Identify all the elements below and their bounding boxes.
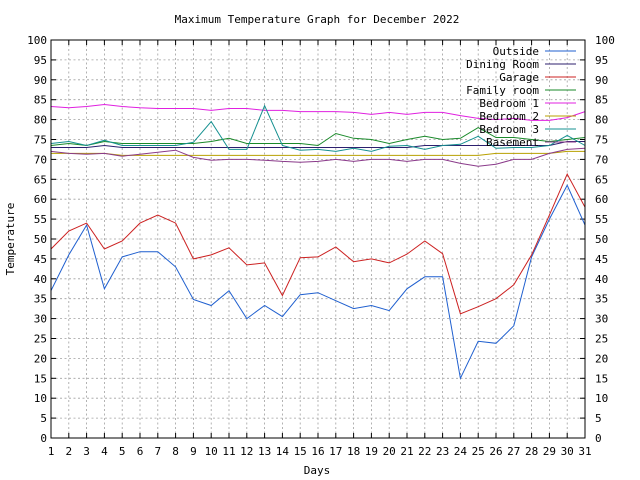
legend-label-basement: Basement xyxy=(486,136,539,149)
y-tick-label-right: 75 xyxy=(595,134,608,147)
y-tick-label-left: 65 xyxy=(34,173,47,186)
y-tick-label-left: 15 xyxy=(34,372,47,385)
y-tick-label-left: 30 xyxy=(34,313,47,326)
y-tick-label-right: 90 xyxy=(595,74,608,87)
y-tick-label-right: 35 xyxy=(595,293,608,306)
y-tick-label-right: 65 xyxy=(595,173,608,186)
series-line-garage xyxy=(50,172,586,315)
y-tick-label-right: 40 xyxy=(595,273,608,286)
x-tick-label: 7 xyxy=(154,445,161,458)
legend-label-bedroom-1: Bedroom 1 xyxy=(479,97,539,110)
y-tick-label-right: 55 xyxy=(595,213,608,226)
x-axis-label: Days xyxy=(304,464,331,477)
x-tick-label: 3 xyxy=(83,445,90,458)
x-tick-label: 9 xyxy=(190,445,197,458)
y-tick-label-left: 55 xyxy=(34,213,47,226)
x-tick-label: 8 xyxy=(172,445,179,458)
series-line-bedroom-2 xyxy=(51,150,585,156)
x-tick-label: 4 xyxy=(101,445,108,458)
y-tick-label-right: 20 xyxy=(595,352,608,365)
legend-label-bedroom-2: Bedroom 2 xyxy=(479,110,539,123)
y-tick-label-left: 50 xyxy=(34,233,47,246)
y-tick-label-right: 15 xyxy=(595,372,608,385)
y-tick-label-right: 85 xyxy=(595,94,608,107)
y-tick-label-left: 75 xyxy=(34,134,47,147)
x-tick-label: 12 xyxy=(240,445,253,458)
x-tick-label: 6 xyxy=(137,445,144,458)
y-tick-label-left: 100 xyxy=(27,34,47,47)
x-tick-label: 21 xyxy=(400,445,413,458)
legend-label-dining-room: Dining Room xyxy=(466,58,539,71)
x-tick-label: 29 xyxy=(543,445,556,458)
chart-title: Maximum Temperature Graph for December 2… xyxy=(175,13,460,26)
y-axis-label: Temperature xyxy=(4,203,17,276)
y-tick-label-left: 95 xyxy=(34,54,47,67)
y-tick-label-left: 90 xyxy=(34,74,47,87)
x-tick-label: 31 xyxy=(578,445,591,458)
x-tick-label: 24 xyxy=(454,445,468,458)
y-tick-label-right: 80 xyxy=(595,114,608,127)
y-tick-label-right: 95 xyxy=(595,54,608,67)
y-tick-label-left: 25 xyxy=(34,333,47,346)
y-tick-label-left: 40 xyxy=(34,273,47,286)
legend-label-family-room: Family room xyxy=(466,84,539,97)
series-line-bedroom-3 xyxy=(50,104,586,152)
x-tick-label: 27 xyxy=(507,445,520,458)
series-line-outside xyxy=(50,184,586,380)
legend-label-outside: Outside xyxy=(493,45,539,58)
series-line-bedroom-1 xyxy=(50,103,586,121)
series-line-dining-room xyxy=(51,141,585,148)
x-tick-label: 17 xyxy=(329,445,342,458)
x-tick-label: 20 xyxy=(383,445,396,458)
y-tick-label-right: 30 xyxy=(595,313,608,326)
x-tick-label: 10 xyxy=(205,445,218,458)
x-tick-label: 26 xyxy=(489,445,502,458)
x-tick-label: 28 xyxy=(525,445,538,458)
x-tick-label: 11 xyxy=(222,445,235,458)
y-tick-label-left: 20 xyxy=(34,352,47,365)
y-tick-label-right: 45 xyxy=(595,253,608,266)
y-tick-label-left: 10 xyxy=(34,392,47,405)
x-tick-label: 22 xyxy=(418,445,431,458)
y-tick-label-left: 85 xyxy=(34,94,47,107)
x-tick-label: 18 xyxy=(347,445,360,458)
y-tick-label-right: 5 xyxy=(595,412,602,425)
series-line-basement xyxy=(50,147,586,167)
x-tick-label: 14 xyxy=(276,445,290,458)
y-tick-label-left: 60 xyxy=(34,193,47,206)
y-tick-label-right: 10 xyxy=(595,392,608,405)
plot-border xyxy=(50,39,586,439)
y-tick-label-right: 25 xyxy=(595,333,608,346)
legend-label-bedroom-3: Bedroom 3 xyxy=(479,123,539,136)
x-tick-label: 30 xyxy=(561,445,574,458)
x-tick-label: 19 xyxy=(365,445,378,458)
y-tick-label-right: 60 xyxy=(595,193,608,206)
legend-label-garage: Garage xyxy=(499,71,539,84)
x-tick-label: 1 xyxy=(48,445,55,458)
x-tick-label: 23 xyxy=(436,445,449,458)
y-tick-label-right: 100 xyxy=(595,34,615,47)
y-tick-label-left: 80 xyxy=(34,114,47,127)
y-tick-label-right: 0 xyxy=(595,432,602,445)
x-tick-label: 2 xyxy=(65,445,72,458)
y-tick-label-left: 45 xyxy=(34,253,47,266)
y-tick-label-right: 70 xyxy=(595,153,608,166)
x-tick-label: 15 xyxy=(294,445,307,458)
x-tick-label: 25 xyxy=(472,445,485,458)
y-tick-label-left: 5 xyxy=(40,412,47,425)
x-tick-label: 13 xyxy=(258,445,271,458)
series-line-family-room xyxy=(50,127,586,147)
y-tick-label-left: 70 xyxy=(34,153,47,166)
y-tick-label-right: 50 xyxy=(595,233,608,246)
series-lines xyxy=(50,103,586,380)
y-tick-label-left: 0 xyxy=(40,432,47,445)
y-tick-label-left: 35 xyxy=(34,293,47,306)
grid xyxy=(51,40,585,438)
x-tick-label: 5 xyxy=(119,445,126,458)
x-tick-label: 16 xyxy=(311,445,324,458)
